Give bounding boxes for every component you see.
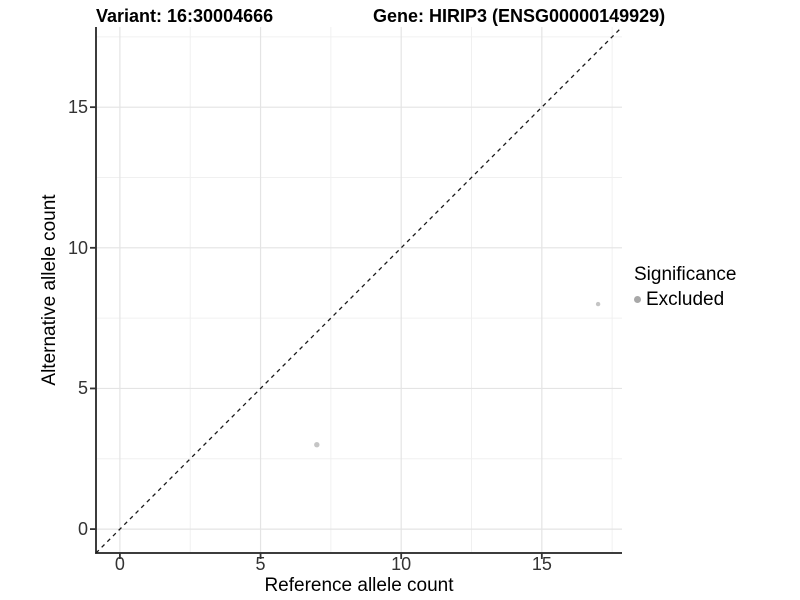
y-tick-label: 15: [67, 97, 88, 118]
x-axis-title: Reference allele count: [264, 575, 454, 596]
legend-label: Excluded: [646, 289, 725, 310]
y-axis-title: Alternative allele count: [39, 194, 60, 386]
y-tick-label: 0: [77, 519, 88, 540]
x-tick-label: 10: [391, 554, 412, 574]
legend: Significance Excluded: [634, 264, 736, 310]
data-point: [314, 442, 320, 448]
x-tick-label: 5: [255, 554, 266, 574]
x-tick-label: 0: [114, 554, 125, 574]
plot-title-variant: Variant: 16:30004666: [96, 6, 274, 26]
legend-items: Excluded: [634, 289, 736, 310]
identity-reference-line: [95, 26, 623, 554]
y-tick-label: 5: [77, 378, 88, 399]
x-tick-label: 15: [531, 554, 552, 574]
data-point: [595, 301, 601, 307]
legend-item: Excluded: [634, 289, 736, 310]
legend-title: Significance: [634, 264, 737, 285]
legend-key-dot-icon: [634, 296, 641, 303]
plot-title-gene: Gene: HIRIP3 (ENSG00000149929): [373, 6, 666, 26]
y-tick-label: 10: [67, 237, 88, 258]
